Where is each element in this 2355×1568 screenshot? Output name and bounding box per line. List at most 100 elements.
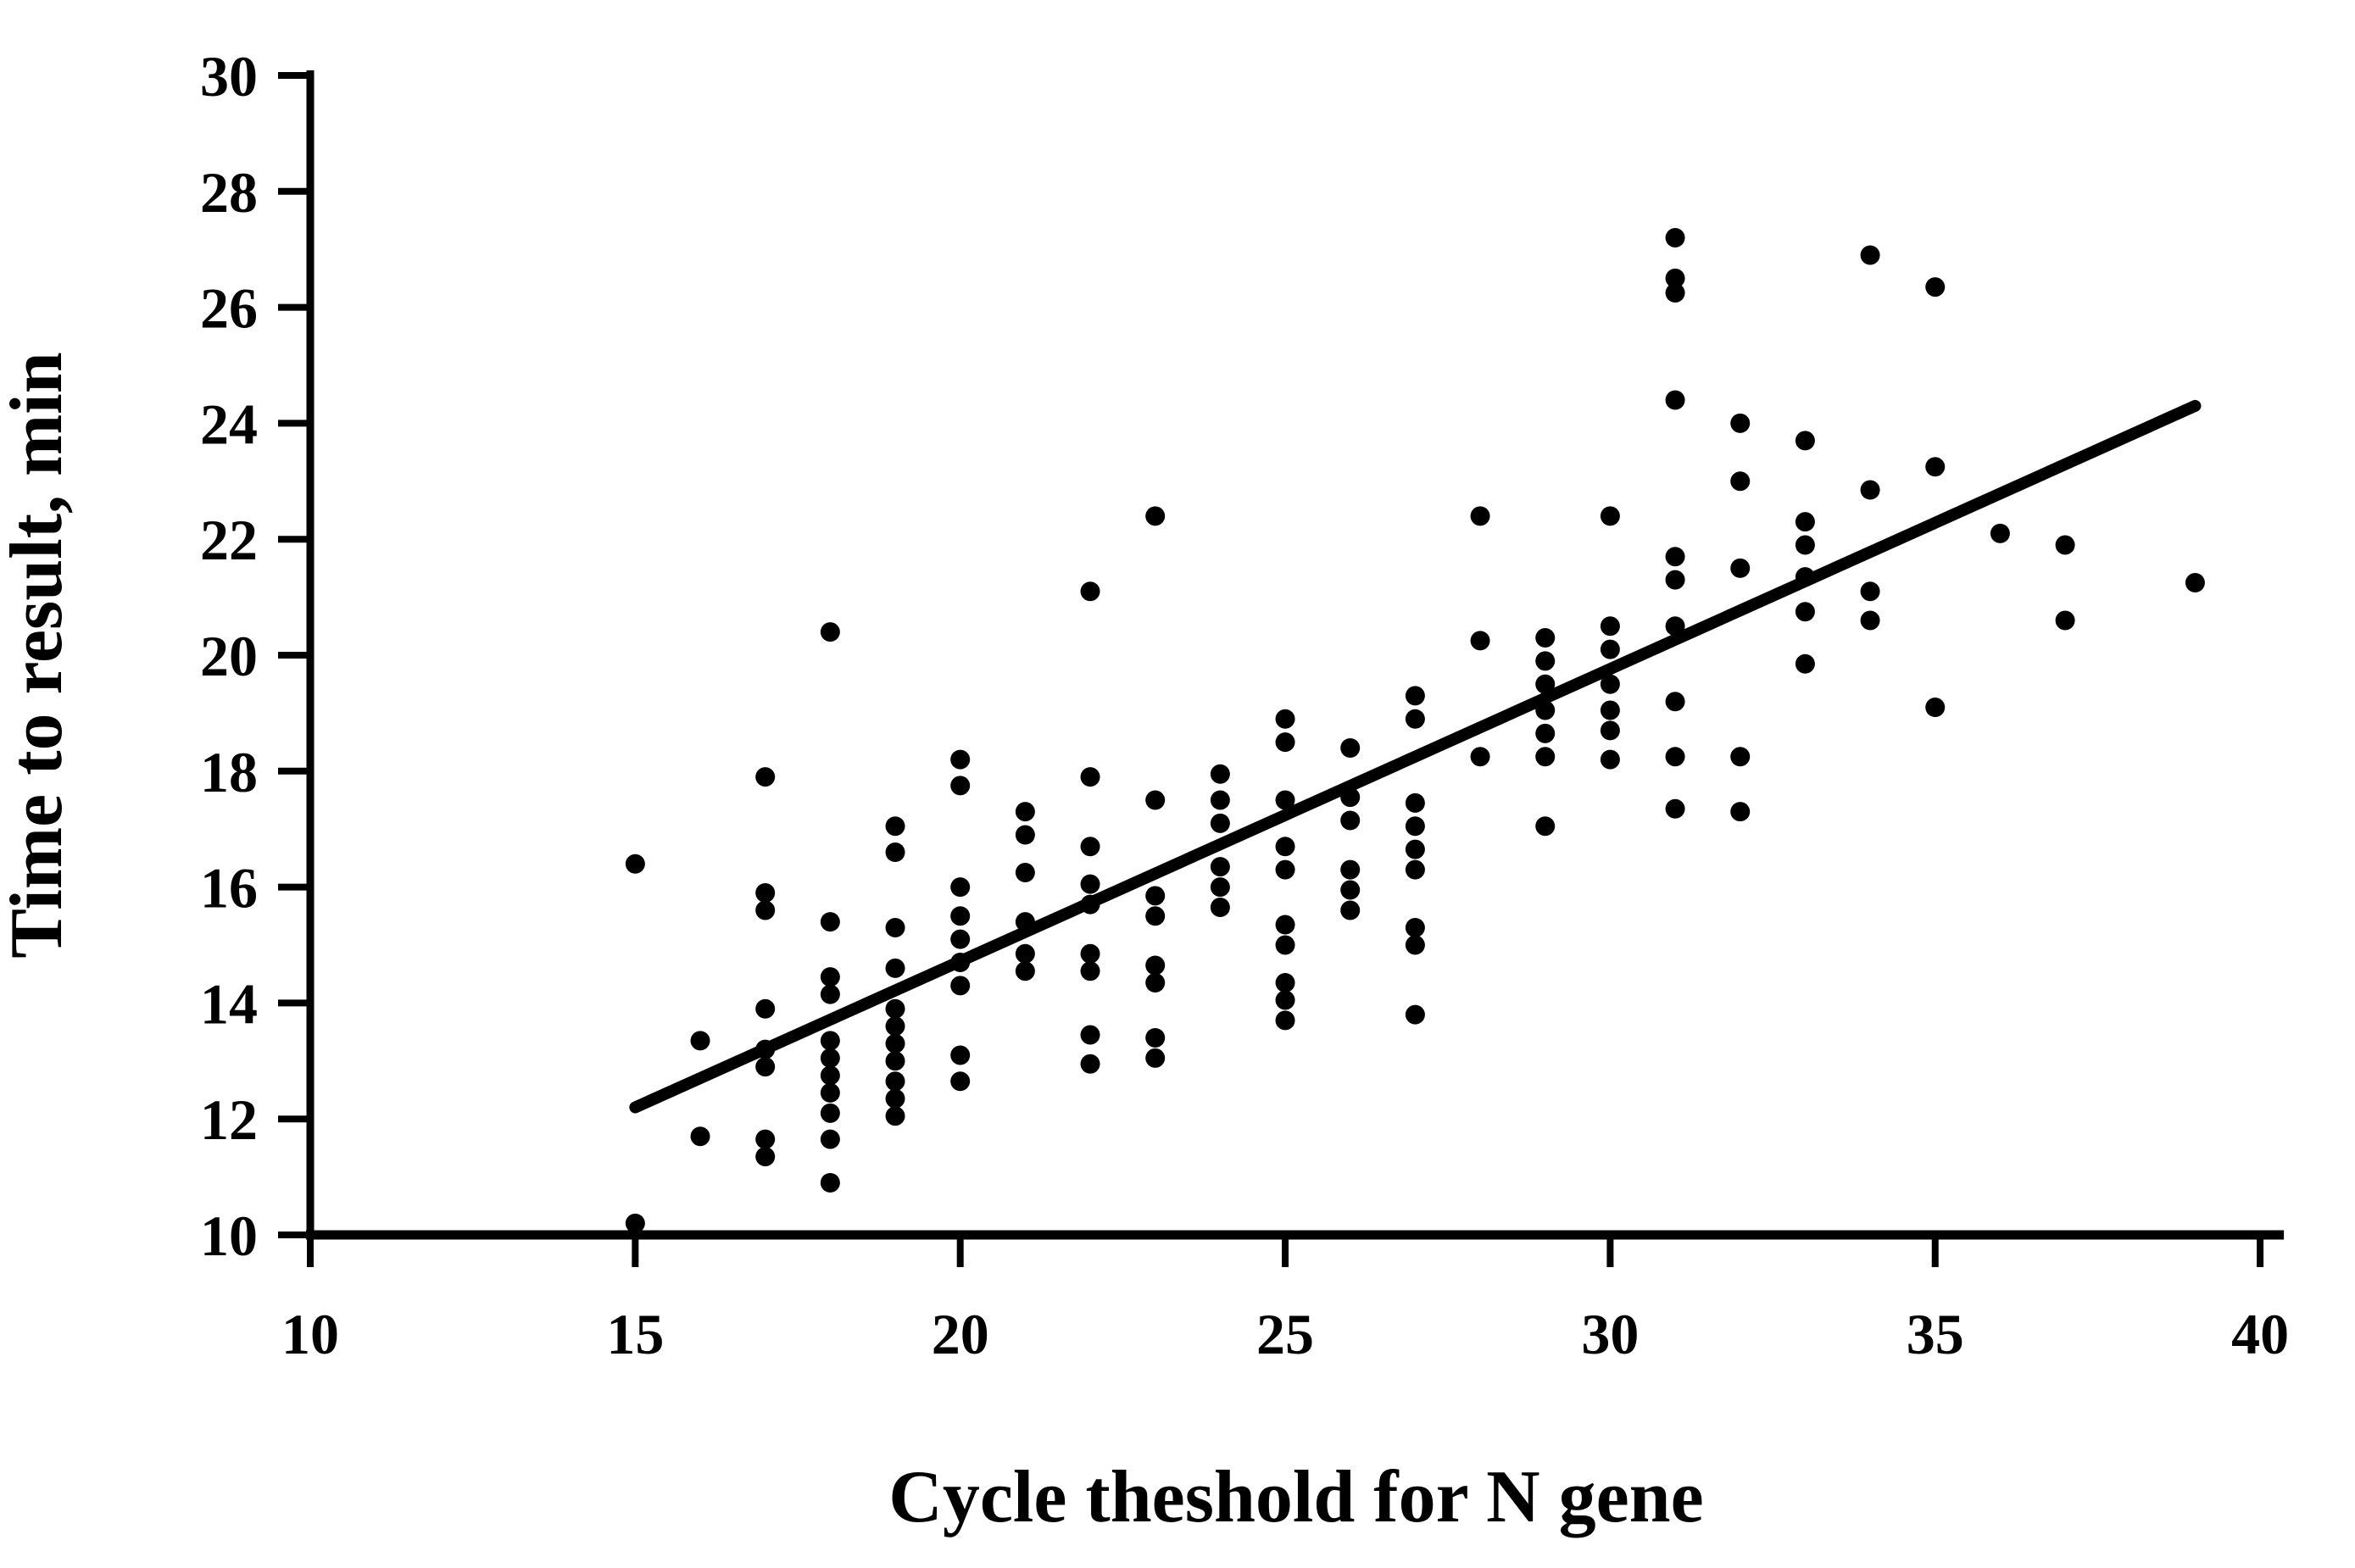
y-axis-title: Time to result, min xyxy=(0,352,78,958)
data-point xyxy=(1470,631,1490,651)
data-point xyxy=(1275,859,1295,880)
x-axis-title: Cycle theshold for N gene xyxy=(888,1456,1703,1538)
x-tick-label: 15 xyxy=(606,1302,664,1366)
axis-tick-labels: 10 12 14 16 18 20 22 24 26 28 30 10 15 20 25 30 35 40 xyxy=(200,44,2289,1366)
data-point xyxy=(1730,747,1751,767)
data-point xyxy=(755,767,776,787)
data-point xyxy=(1080,961,1100,981)
data-point xyxy=(1405,686,1425,706)
data-point xyxy=(820,984,840,1004)
y-tick-label: 12 xyxy=(200,1087,258,1152)
data-point xyxy=(1080,837,1100,857)
data-point xyxy=(885,1016,905,1037)
data-point xyxy=(1665,798,1685,819)
data-point xyxy=(885,917,905,937)
data-point xyxy=(1730,558,1751,578)
data-point xyxy=(1535,627,1556,648)
data-point xyxy=(885,1106,905,1126)
data-point xyxy=(1600,674,1620,694)
trend-line xyxy=(629,399,2202,1114)
data-point xyxy=(950,749,971,770)
data-point xyxy=(1665,283,1685,303)
data-point xyxy=(1925,698,1946,718)
data-point xyxy=(755,1057,776,1077)
data-point xyxy=(1145,1027,1166,1048)
data-point xyxy=(1535,723,1556,743)
data-point xyxy=(1665,570,1685,590)
y-tick-label: 20 xyxy=(200,624,258,688)
data-point xyxy=(885,958,905,978)
data-point xyxy=(1405,1004,1425,1025)
data-point xyxy=(1145,955,1166,976)
data-point xyxy=(950,906,971,926)
data-point xyxy=(1860,581,1880,602)
data-point xyxy=(1275,990,1295,1010)
x-tick-label: 10 xyxy=(281,1302,339,1366)
data-point xyxy=(1275,709,1295,729)
data-point xyxy=(1015,825,1035,845)
data-point xyxy=(1535,747,1556,767)
data-point xyxy=(1080,1054,1100,1074)
data-point xyxy=(1665,268,1685,288)
data-point xyxy=(1340,880,1361,900)
data-point xyxy=(1015,863,1035,882)
data-point xyxy=(950,976,971,996)
data-point xyxy=(1860,245,1880,265)
data-point xyxy=(1080,874,1100,894)
data-point xyxy=(1275,1010,1295,1031)
data-point xyxy=(1535,674,1556,694)
data-point xyxy=(820,1103,840,1123)
x-tick-label: 35 xyxy=(1907,1302,1964,1366)
data-point xyxy=(1015,961,1035,981)
data-point xyxy=(1665,390,1685,410)
data-point xyxy=(950,776,971,796)
data-point xyxy=(885,1088,905,1109)
data-point xyxy=(1210,813,1230,833)
data-point xyxy=(1145,1048,1166,1068)
data-point xyxy=(950,877,971,898)
data-point xyxy=(1405,816,1425,837)
data-point xyxy=(1145,790,1166,810)
data-point xyxy=(1730,802,1751,822)
data-point xyxy=(950,1045,971,1065)
data-point xyxy=(1080,767,1100,787)
data-point xyxy=(1925,457,1946,477)
data-point xyxy=(1340,810,1361,831)
data-point xyxy=(1795,431,1815,451)
data-point xyxy=(820,912,840,932)
data-point xyxy=(1730,413,1751,433)
data-point xyxy=(1275,972,1295,993)
data-point xyxy=(690,1126,710,1147)
x-tick-label: 25 xyxy=(1256,1302,1314,1366)
data-point xyxy=(885,842,905,863)
data-point xyxy=(2185,573,2205,592)
data-point xyxy=(1535,816,1556,837)
data-point xyxy=(1145,906,1166,926)
trend-line-group xyxy=(629,399,2202,1114)
y-tick-label: 24 xyxy=(200,392,258,456)
data-point xyxy=(1665,692,1685,712)
data-point xyxy=(820,967,840,987)
data-point xyxy=(1210,857,1230,877)
data-point xyxy=(1015,943,1035,964)
data-point xyxy=(1600,749,1620,770)
data-point xyxy=(1210,877,1230,898)
data-point xyxy=(1990,523,2010,543)
data-point xyxy=(1795,653,1815,674)
data-point xyxy=(885,998,905,1019)
data-point xyxy=(1795,512,1815,532)
data-point xyxy=(1795,602,1815,622)
y-tick-label: 28 xyxy=(200,160,258,225)
y-tick-label: 30 xyxy=(200,44,258,108)
data-point xyxy=(820,1082,840,1103)
data-point xyxy=(1015,802,1035,822)
data-point xyxy=(1210,764,1230,784)
data-point xyxy=(1600,506,1620,526)
data-point xyxy=(625,1213,645,1233)
data-point xyxy=(1860,480,1880,500)
data-point xyxy=(1080,581,1100,602)
data-point xyxy=(755,900,776,920)
y-tick-label: 16 xyxy=(200,856,258,920)
data-point xyxy=(885,1071,905,1092)
data-point xyxy=(1340,859,1361,880)
